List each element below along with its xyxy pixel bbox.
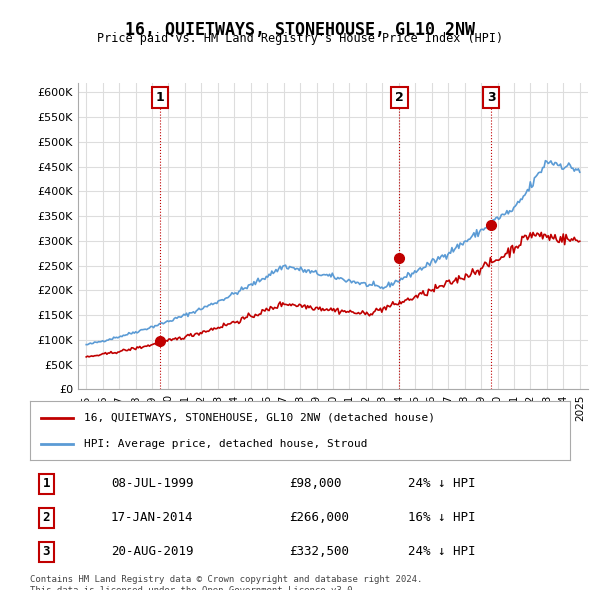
Text: 20-AUG-2019: 20-AUG-2019: [111, 545, 193, 559]
Text: 08-JUL-1999: 08-JUL-1999: [111, 477, 193, 490]
Text: Price paid vs. HM Land Registry's House Price Index (HPI): Price paid vs. HM Land Registry's House …: [97, 32, 503, 45]
Text: 16, QUIETWAYS, STONEHOUSE, GL10 2NW (detached house): 16, QUIETWAYS, STONEHOUSE, GL10 2NW (det…: [84, 413, 435, 422]
Text: 16% ↓ HPI: 16% ↓ HPI: [408, 512, 476, 525]
Text: £266,000: £266,000: [289, 512, 349, 525]
Text: Contains HM Land Registry data © Crown copyright and database right 2024.
This d: Contains HM Land Registry data © Crown c…: [30, 575, 422, 590]
Text: 16, QUIETWAYS, STONEHOUSE, GL10 2NW: 16, QUIETWAYS, STONEHOUSE, GL10 2NW: [125, 21, 475, 39]
Text: 2: 2: [43, 512, 50, 525]
Text: 2: 2: [395, 91, 404, 104]
Text: £98,000: £98,000: [289, 477, 342, 490]
Text: 1: 1: [43, 477, 50, 490]
Text: HPI: Average price, detached house, Stroud: HPI: Average price, detached house, Stro…: [84, 439, 367, 448]
Text: £332,500: £332,500: [289, 545, 349, 559]
Text: 3: 3: [43, 545, 50, 559]
Text: 1: 1: [156, 91, 164, 104]
Text: 24% ↓ HPI: 24% ↓ HPI: [408, 477, 476, 490]
Text: 3: 3: [487, 91, 496, 104]
Text: 17-JAN-2014: 17-JAN-2014: [111, 512, 193, 525]
Text: 24% ↓ HPI: 24% ↓ HPI: [408, 545, 476, 559]
